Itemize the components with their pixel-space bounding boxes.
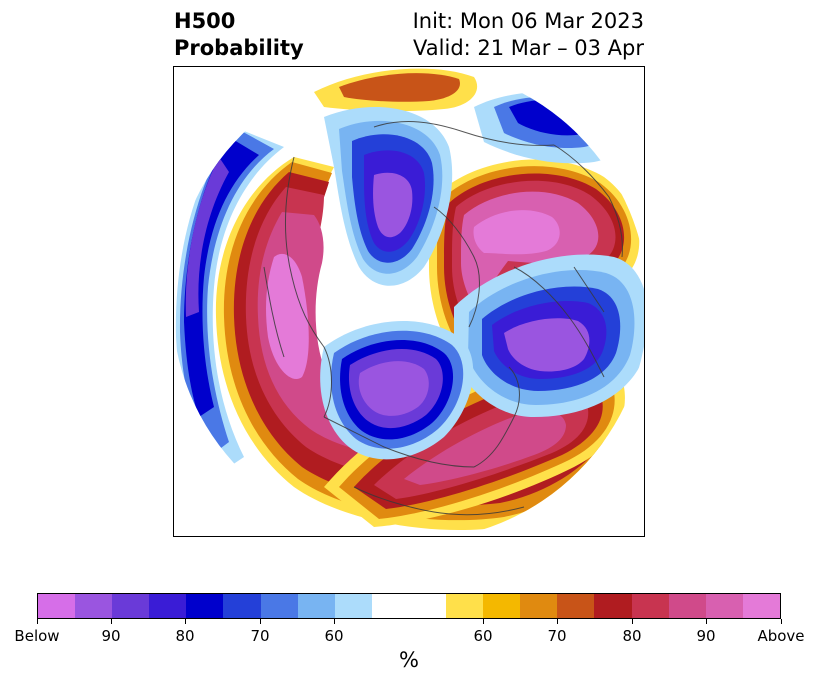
colorbar-tick-mark [706, 619, 707, 624]
colorbar-segment [483, 594, 521, 618]
colorbar-segment [705, 594, 743, 618]
probability-map [173, 66, 645, 537]
below-anomaly-scandinavia [454, 254, 644, 417]
colorbar-tick-label: 60 [324, 627, 344, 645]
map-canvas [174, 67, 644, 536]
colorbar-tick-label: 70 [250, 627, 270, 645]
colorbar-segment [446, 594, 484, 618]
valid-period: Valid: 21 Mar – 03 Apr [413, 36, 644, 60]
colorbar-tick-mark [632, 619, 633, 624]
colorbar-segment [149, 594, 187, 618]
title-block-left: H500 Probability [174, 8, 304, 62]
colorbar [37, 593, 781, 619]
colorbar-segment [260, 594, 298, 618]
colorbar-tick-mark [557, 619, 558, 624]
colorbar-tick-label: 70 [547, 627, 567, 645]
colorbar-tick-label: Below [14, 627, 60, 645]
colorbar-tick-mark [37, 619, 38, 624]
below-anomaly-west [175, 127, 284, 477]
title-quantity: Probability [174, 36, 304, 60]
colorbar-segment [112, 594, 150, 618]
colorbar-tick-label: Above [757, 627, 805, 645]
init-date: Init: Mon 06 Mar 2023 [412, 9, 644, 33]
colorbar-tick-mark [185, 619, 186, 624]
title-block-right: Init: Mon 06 Mar 2023 Valid: 21 Mar – 03… [413, 8, 644, 62]
colorbar-segment [631, 594, 669, 618]
colorbar-segment [334, 594, 372, 618]
below-anomaly-central-canada [324, 107, 453, 286]
coastlines [263, 121, 623, 516]
colorbar-segment [594, 594, 632, 618]
colorbar-segment [75, 594, 113, 618]
colorbar-tick-mark [260, 619, 261, 624]
colorbar-tick-mark [334, 619, 335, 624]
title-variable: H500 [174, 9, 236, 33]
colorbar-segment [742, 594, 780, 618]
colorbar-tick-label: 60 [473, 627, 493, 645]
colorbar-tick-mark [111, 619, 112, 624]
colorbar-tick-mark [781, 619, 782, 624]
colorbar-tick-mark [483, 619, 484, 624]
colorbar-segment [668, 594, 706, 618]
colorbar-tick-label: 80 [175, 627, 195, 645]
below-anomaly-north-america [320, 320, 474, 460]
colorbar-tick-label: 90 [101, 627, 121, 645]
colorbar-segment [38, 594, 76, 618]
colorbar-segment [557, 594, 595, 618]
colorbar-segment [186, 594, 224, 618]
colorbar-unit-label: % [399, 648, 419, 672]
colorbar-tick-label: 90 [696, 627, 716, 645]
colorbar-segment [223, 594, 261, 618]
colorbar-segment [297, 594, 335, 618]
above-anomaly-north-pacific [314, 68, 478, 112]
colorbar-segment [371, 594, 447, 618]
colorbar-segment [520, 594, 558, 618]
colorbar-tick-label: 80 [622, 627, 642, 645]
